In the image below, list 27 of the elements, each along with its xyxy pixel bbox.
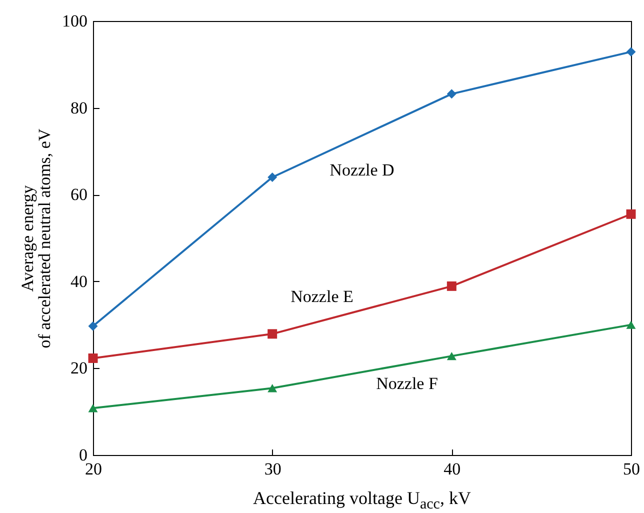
point — [446, 281, 456, 291]
x-tick-label: 30 — [264, 460, 282, 478]
series-label: Nozzle F — [376, 374, 438, 394]
x-axis-title: Accelerating voltage U$_{acc}$, kV — [252, 488, 472, 513]
point — [268, 172, 278, 182]
y-tick-label: 80 — [70, 98, 88, 118]
point — [626, 320, 636, 329]
y-tick-label: 0 — [79, 446, 88, 464]
x-tick-label: 50 — [623, 460, 640, 478]
point — [446, 89, 456, 99]
y-tick-label: 40 — [70, 272, 88, 291]
series-label: Nozzle E — [290, 287, 354, 306]
point — [268, 329, 278, 339]
x-tick-label: 40 — [444, 460, 461, 478]
y-tick-label: 100 — [62, 12, 88, 30]
x-tick-label: 20 — [85, 460, 102, 478]
point — [88, 353, 98, 363]
series-label: Nozzle D — [330, 160, 394, 180]
y-tick-label: 60 — [70, 185, 88, 204]
point — [626, 47, 636, 57]
point — [88, 321, 98, 331]
y-axis-title: Average energy of accelerated neutral atoms, eV — [18, 128, 54, 348]
point — [446, 352, 456, 360]
y-tick-label: 20 — [70, 358, 88, 378]
point — [268, 384, 278, 392]
point — [626, 209, 636, 219]
point — [88, 404, 98, 412]
